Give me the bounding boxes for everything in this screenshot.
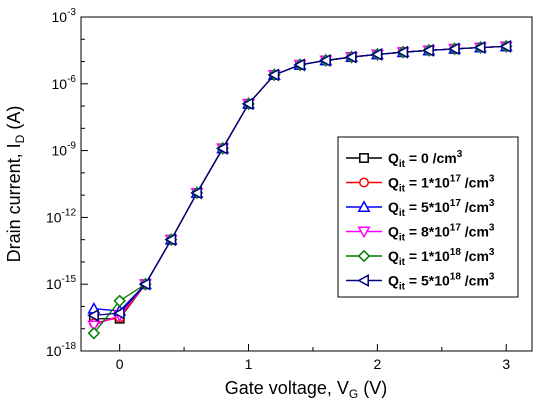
x-tick-label: 0 — [116, 356, 124, 372]
y-tick-label: 10-9 — [52, 141, 77, 159]
legend-item: Qit = 1*1018 /cm3 — [346, 247, 495, 268]
legend-label: Qit = 0 /cm3 — [388, 149, 463, 170]
legend-label: Qit = 8*1017 /cm3 — [388, 223, 495, 244]
y-tick-label: 10-12 — [46, 207, 76, 225]
legend-item: Qit = 8*1017 /cm3 — [346, 223, 495, 244]
legend-item: Qit = 5*1018 /cm3 — [346, 272, 495, 293]
plot-frame — [80, 16, 533, 352]
data-point — [190, 186, 202, 200]
x-tick-label: 2 — [373, 356, 381, 372]
x-axis-title: Gate voltage, VG (V) — [225, 378, 387, 401]
data-point — [370, 47, 383, 61]
y-tick-label: 10-6 — [52, 74, 77, 92]
data-point — [164, 233, 177, 247]
y-tick-label: 10-18 — [46, 341, 76, 359]
data-point — [319, 53, 331, 67]
data-point — [215, 141, 228, 155]
legend-label: Qit = 1*1017 /cm3 — [388, 174, 495, 195]
legend-label: Qit = 1*1018 /cm3 — [388, 247, 495, 268]
data-point — [396, 45, 409, 59]
tick-group: 0 1 2 3 10-18 10-15 10-12 10-9 10-6 10-3 — [46, 7, 510, 372]
data-point — [241, 97, 254, 111]
legend-marker — [357, 200, 371, 212]
data-point — [473, 41, 486, 54]
y-axis-title: Drain current, ID (A) — [4, 106, 27, 263]
data-point — [138, 277, 151, 291]
data-point — [87, 320, 101, 333]
data-point — [87, 308, 99, 322]
legend-marker — [357, 274, 369, 287]
series-6 — [87, 39, 512, 322]
legend-item: Qit = 0 /cm3 — [346, 149, 463, 170]
data-point — [422, 43, 434, 57]
legend-items: Qit = 0 /cm3 Qit = 1*1017 /cm3 Qit = 5*101… — [346, 149, 495, 293]
x-tick-label: 3 — [502, 356, 510, 372]
legend-marker — [357, 226, 371, 239]
y-tick-label: 10-15 — [46, 274, 76, 292]
data-point — [293, 58, 306, 72]
legend-marker — [359, 153, 369, 163]
series-layer — [87, 39, 513, 340]
data-point — [87, 326, 101, 340]
legend-label: Qit = 5*1018 /cm3 — [388, 272, 495, 293]
data-point — [267, 68, 280, 82]
legend-item: Qit = 1*1017 /cm3 — [346, 174, 495, 195]
legend: Qit = 0 /cm3 Qit = 1*1017 /cm3 Qit = 5*101… — [337, 136, 519, 298]
data-point — [499, 39, 512, 53]
legend-marker — [359, 177, 369, 188]
data-point — [344, 50, 357, 64]
legend-label: Qit = 5*1017 /cm3 — [388, 198, 495, 219]
x-tick-label: 1 — [245, 356, 253, 372]
legend-marker — [357, 249, 371, 263]
y-tick-label: 10-3 — [52, 7, 77, 25]
legend-box — [337, 136, 519, 298]
data-point — [112, 306, 125, 320]
data-point — [447, 42, 460, 56]
legend-item: Qit = 5*1017 /cm3 — [346, 198, 495, 219]
data-point — [113, 294, 126, 308]
